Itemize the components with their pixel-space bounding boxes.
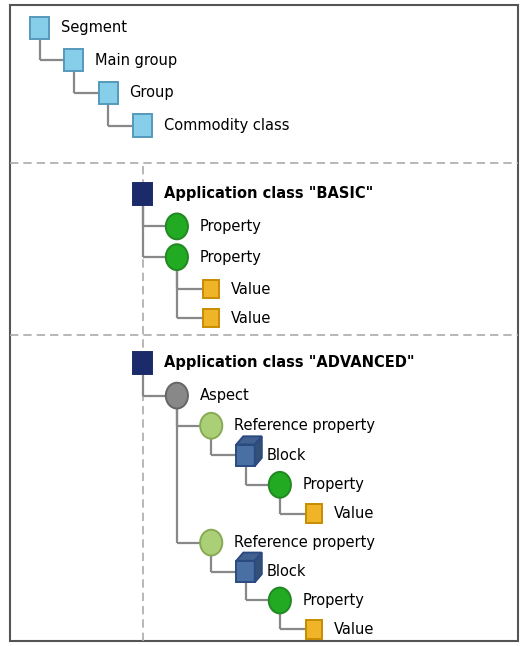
Circle shape xyxy=(166,213,188,239)
Text: Value: Value xyxy=(231,311,271,326)
Bar xyxy=(64,49,83,71)
Polygon shape xyxy=(255,436,262,466)
Text: Block: Block xyxy=(267,448,306,463)
Polygon shape xyxy=(237,436,262,444)
Text: Aspect: Aspect xyxy=(200,388,249,403)
Text: Segment: Segment xyxy=(61,20,127,35)
Bar xyxy=(306,620,322,639)
Bar xyxy=(30,17,49,39)
Bar xyxy=(99,82,118,104)
Text: Property: Property xyxy=(303,593,364,608)
Bar xyxy=(133,114,152,136)
Text: Group: Group xyxy=(129,85,174,100)
Text: Reference property: Reference property xyxy=(234,535,375,550)
Polygon shape xyxy=(255,552,262,582)
Bar xyxy=(203,309,219,328)
Circle shape xyxy=(200,413,222,439)
Text: Block: Block xyxy=(267,564,306,579)
Text: Property: Property xyxy=(200,249,261,265)
Text: Application class "ADVANCED": Application class "ADVANCED" xyxy=(164,355,414,371)
Bar xyxy=(203,280,219,298)
Text: Property: Property xyxy=(200,219,261,234)
Text: Value: Value xyxy=(231,282,271,297)
Circle shape xyxy=(200,530,222,556)
Circle shape xyxy=(269,472,291,497)
Bar xyxy=(237,561,255,582)
Circle shape xyxy=(269,588,291,614)
Text: Property: Property xyxy=(303,477,364,492)
Text: Commodity class: Commodity class xyxy=(164,118,289,133)
Text: Reference property: Reference property xyxy=(234,418,375,433)
Text: Application class "BASIC": Application class "BASIC" xyxy=(164,186,373,202)
Circle shape xyxy=(166,244,188,270)
Bar xyxy=(306,505,322,523)
Text: Value: Value xyxy=(334,506,374,521)
Text: Value: Value xyxy=(334,622,374,637)
Polygon shape xyxy=(237,552,262,561)
Circle shape xyxy=(166,382,188,408)
Bar xyxy=(133,352,152,374)
Bar xyxy=(237,444,255,466)
Bar xyxy=(133,183,152,205)
Text: Main group: Main group xyxy=(95,53,177,68)
